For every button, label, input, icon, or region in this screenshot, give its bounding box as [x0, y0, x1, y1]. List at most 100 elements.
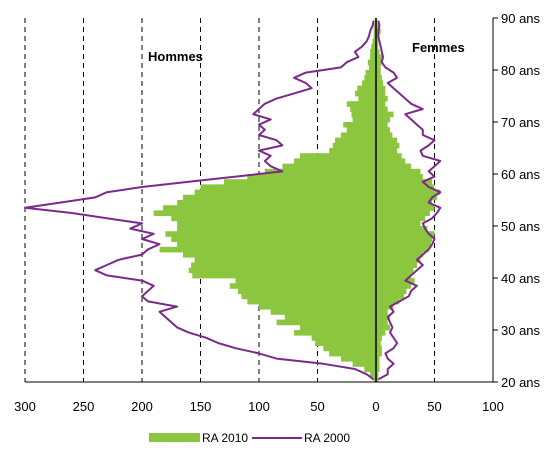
bar-femmes-73 [376, 101, 386, 107]
bar-femmes-71 [376, 111, 394, 118]
x-tick-label-7: 50 [427, 399, 441, 414]
bar-hommes-25 [329, 350, 376, 357]
bar-hommes-40 [192, 272, 376, 279]
bar-hommes-64 [329, 148, 376, 154]
bar-femmes-32 [376, 314, 391, 320]
bar-hommes-71 [351, 111, 376, 118]
bar-hommes-69 [343, 122, 376, 128]
bar-hommes-32 [284, 314, 376, 320]
bar-femmes-59 [376, 174, 423, 180]
bar-hommes-62 [294, 158, 376, 164]
bar-hommes-70 [352, 116, 376, 123]
line-ra-2000-femmes [377, 20, 442, 381]
bar-femmes-43 [376, 257, 421, 263]
bar-femmes-49 [376, 226, 428, 232]
bar-hommes-21 [370, 371, 376, 378]
bar-femmes-33 [376, 309, 388, 315]
bar-hommes-22 [364, 366, 376, 372]
bar-femmes-60 [376, 168, 421, 175]
bar-hommes-65 [332, 142, 376, 149]
bar-femmes-22 [376, 366, 380, 372]
x-tick-label-3: 150 [190, 399, 212, 414]
bar-hommes-53 [163, 205, 376, 211]
bar-hommes-77 [361, 80, 376, 86]
bar-hommes-85 [372, 38, 376, 45]
legend-swatch-ra-2010 [149, 433, 200, 442]
legend-label-ra-2010: RA 2010 [202, 431, 248, 445]
bar-femmes-27 [376, 340, 381, 346]
bar-femmes-82 [376, 54, 384, 60]
bar-hommes-47 [171, 236, 376, 242]
bar-femmes-55 [376, 194, 437, 201]
bar-femmes-28 [376, 335, 382, 341]
y-tick-label-2: 40 ans [501, 271, 541, 286]
bar-hommes-80 [368, 64, 376, 71]
bar-femmes-56 [376, 189, 441, 196]
bar-hommes-61 [282, 163, 376, 170]
bar-hommes-73 [346, 101, 376, 107]
bar-femmes-63 [376, 153, 402, 159]
y-tick-label-6: 80 ans [501, 63, 541, 78]
x-tick-labels: 300 250 200 150 100 50 0 50 100 [14, 399, 504, 414]
bar-hommes-34 [259, 304, 376, 310]
bar-hommes-68 [346, 127, 376, 133]
bar-femmes-70 [376, 116, 391, 123]
bar-femmes-34 [376, 304, 394, 310]
bar-hommes-24 [340, 356, 376, 362]
axes [25, 17, 498, 383]
y-tick-label-5: 70 ans [501, 115, 541, 130]
bar-hommes-28 [311, 335, 376, 341]
y-tick-label-7: 90 ans [501, 11, 541, 26]
bar-hommes-87 [373, 28, 376, 34]
bar-hommes-82 [370, 54, 376, 60]
label-femmes: Femmes [412, 40, 465, 55]
bar-femmes-54 [376, 200, 433, 206]
bar-hommes-44 [182, 252, 376, 258]
bar-femmes-24 [376, 356, 380, 362]
y-tick-label-4: 60 ans [501, 167, 541, 182]
bar-hommes-42 [191, 262, 376, 268]
bar-femmes-31 [376, 319, 388, 326]
bar-hommes-74 [358, 96, 376, 102]
bar-hommes-79 [365, 70, 376, 76]
bar-hommes-58 [223, 179, 376, 185]
bar-femmes-42 [376, 262, 417, 268]
bar-femmes-79 [376, 70, 381, 76]
bar-hommes-49 [177, 226, 376, 232]
bar-femmes-84 [376, 44, 379, 50]
bar-hommes-63 [299, 153, 376, 159]
bar-femmes-30 [376, 324, 391, 331]
bar-hommes-33 [270, 309, 376, 315]
lines-ra-2000 [24, 20, 442, 381]
bar-femmes-62 [376, 158, 406, 164]
bar-hommes-88 [373, 23, 376, 29]
bar-femmes-26 [376, 345, 382, 352]
bar-femmes-67 [376, 132, 393, 138]
bar-hommes-81 [367, 59, 376, 66]
bar-femmes-45 [376, 246, 429, 253]
x-tick-label-4: 100 [248, 399, 270, 414]
bar-hommes-54 [177, 200, 376, 206]
bar-hommes-72 [350, 106, 376, 112]
bar-femmes-39 [376, 278, 415, 284]
x-tick-label-2: 200 [131, 399, 153, 414]
bar-hommes-52 [153, 210, 376, 216]
bar-hommes-38 [229, 283, 376, 289]
x-tick-label-0: 300 [14, 399, 36, 414]
bar-femmes-74 [376, 96, 388, 102]
bar-femmes-36 [376, 293, 405, 300]
bar-hommes-60 [264, 168, 376, 175]
bar-femmes-38 [376, 283, 412, 289]
bar-femmes-68 [376, 127, 391, 133]
bar-femmes-66 [376, 137, 398, 144]
y-tick-label-0: 20 ans [501, 375, 541, 390]
bar-hommes-76 [357, 85, 376, 92]
bar-femmes-44 [376, 252, 423, 258]
bar-hommes-37 [237, 288, 376, 294]
bar-femmes-57 [376, 184, 435, 190]
y-tick-labels: 20 ans 30 ans 40 ans 50 ans 60 ans 70 ans 80 a… [501, 11, 541, 390]
bar-hommes-83 [370, 49, 376, 55]
bar-femmes-20 [376, 376, 379, 383]
bar-hommes-48 [165, 231, 376, 237]
bar-hommes-67 [340, 132, 376, 138]
